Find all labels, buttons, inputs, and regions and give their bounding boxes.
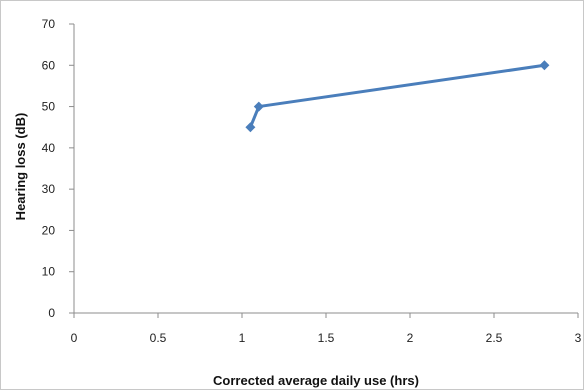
x-tick-label: 0 — [71, 331, 78, 345]
x-tick-label: 1.5 — [318, 331, 335, 345]
y-tick-label: 40 — [42, 141, 56, 155]
x-tick-label: 2 — [407, 331, 414, 345]
y-tick-label: 0 — [48, 306, 55, 320]
y-tick-label: 20 — [42, 223, 56, 237]
y-tick-label: 10 — [42, 265, 56, 279]
y-tick-label: 60 — [42, 58, 56, 72]
series-group — [245, 60, 550, 133]
y-axis: 0 10 20 30 40 50 60 70 — [42, 17, 75, 320]
y-axis-title: Hearing loss (dB) — [13, 113, 28, 221]
data-point-marker — [245, 122, 256, 133]
data-point-marker — [539, 60, 550, 71]
x-tick-label: 3 — [575, 331, 582, 345]
x-tick-label: 2.5 — [486, 331, 503, 345]
data-point-marker — [253, 101, 264, 112]
x-tick-label: 1 — [239, 331, 246, 345]
y-tick-label: 50 — [42, 100, 56, 114]
x-axis-title: Corrected average daily use (hrs) — [213, 373, 419, 388]
y-tick-label: 30 — [42, 182, 56, 196]
y-tick-label: 70 — [42, 17, 56, 31]
x-tick-label: 0.5 — [150, 331, 167, 345]
series-line — [249, 63, 545, 128]
x-axis: 0 0.5 1 1.5 2 2.5 3 — [71, 312, 582, 345]
